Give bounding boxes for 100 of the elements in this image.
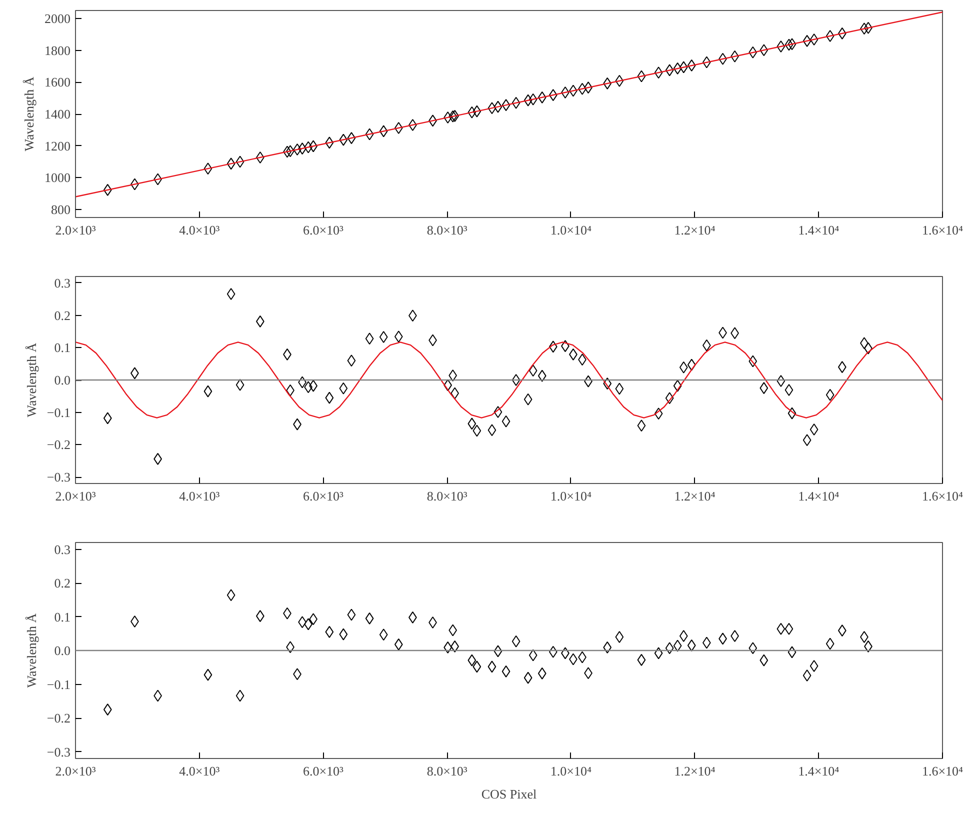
point xyxy=(538,667,546,680)
point xyxy=(548,89,558,102)
point xyxy=(524,94,532,106)
point xyxy=(502,99,510,112)
point xyxy=(365,128,374,140)
point xyxy=(637,654,646,666)
x-tick-label: 1.4×10⁴ xyxy=(798,764,840,778)
point xyxy=(802,434,812,446)
point xyxy=(512,96,520,109)
point xyxy=(502,665,510,678)
point xyxy=(679,61,688,74)
point xyxy=(665,64,674,76)
point xyxy=(665,642,674,654)
point xyxy=(679,361,688,374)
x-tick-label: 1.2×10⁴ xyxy=(674,764,716,778)
point xyxy=(379,125,388,138)
x-tick-label: 1.6×10⁴ xyxy=(922,764,964,778)
x-tick-label: 1.0×10⁴ xyxy=(550,488,592,504)
point xyxy=(524,393,532,406)
point xyxy=(615,631,624,643)
point xyxy=(760,654,768,666)
point xyxy=(748,46,758,58)
point xyxy=(615,382,624,395)
point xyxy=(325,136,334,149)
point xyxy=(494,100,502,113)
point xyxy=(654,408,663,420)
point xyxy=(760,44,768,56)
point xyxy=(347,132,356,144)
point xyxy=(784,622,794,635)
y-tick-label: 0.2 xyxy=(54,576,70,590)
y-tick-label: −0.1 xyxy=(46,404,71,420)
point xyxy=(548,646,558,658)
x-tick-label: 4.0×10³ xyxy=(179,488,220,504)
y-tick-label: 1000 xyxy=(44,170,70,186)
point xyxy=(802,34,812,47)
x-tick-label: 2.0×10³ xyxy=(55,764,96,778)
y-tick-label: 0.0 xyxy=(54,643,70,658)
y-tick-label: 2000 xyxy=(44,10,70,26)
point xyxy=(673,380,682,392)
point xyxy=(784,384,794,396)
y-axis-title: Wavelength Å xyxy=(24,612,39,688)
point xyxy=(528,364,538,377)
y-tick-label: 1400 xyxy=(44,106,70,122)
point xyxy=(226,589,236,602)
x-tick-label: 6.0×10³ xyxy=(302,222,344,238)
point xyxy=(502,415,510,428)
point xyxy=(810,423,818,436)
point xyxy=(603,77,612,90)
point xyxy=(788,407,796,420)
point xyxy=(365,332,374,345)
point xyxy=(788,38,796,50)
point xyxy=(654,647,663,660)
x-tick-label: 1.4×10⁴ xyxy=(798,222,840,238)
x-tick-label: 8.0×10³ xyxy=(426,488,468,504)
y-tick-label: −0.3 xyxy=(46,470,71,485)
x-tick-label: 2.0×10³ xyxy=(55,488,96,504)
point xyxy=(347,608,356,621)
point xyxy=(538,370,546,382)
y-axis-title: Wavelength Å xyxy=(22,76,36,152)
x-axis-title: COS Pixel xyxy=(481,786,538,802)
y-tick-label: −0.3 xyxy=(46,744,71,760)
x-tick-label: 8.0×10³ xyxy=(426,222,468,238)
point xyxy=(468,106,476,118)
point xyxy=(654,66,663,79)
point xyxy=(784,38,794,51)
point xyxy=(347,354,356,367)
point xyxy=(760,382,768,394)
point xyxy=(615,74,624,87)
point xyxy=(687,59,696,72)
y-tick-label: 0.0 xyxy=(54,372,70,388)
point xyxy=(394,330,403,343)
point xyxy=(339,628,348,640)
point xyxy=(776,374,786,387)
x-tick-label: 1.2×10⁴ xyxy=(674,488,716,504)
point xyxy=(103,412,112,424)
point xyxy=(603,378,612,390)
point xyxy=(524,672,532,684)
point xyxy=(236,690,244,702)
point xyxy=(488,424,496,436)
point xyxy=(637,70,646,82)
y-tick-label: −0.2 xyxy=(46,437,71,452)
point xyxy=(603,641,612,654)
point xyxy=(679,630,688,642)
point xyxy=(339,382,348,394)
point xyxy=(548,340,558,353)
point xyxy=(687,639,696,652)
point xyxy=(236,378,244,391)
y-tick-label: 0.3 xyxy=(54,275,70,290)
point xyxy=(748,355,758,368)
point xyxy=(204,668,212,681)
x-tick-label: 4.0×10³ xyxy=(179,764,220,778)
y-tick-label: 1600 xyxy=(44,74,70,90)
point xyxy=(637,420,646,432)
point xyxy=(325,392,334,404)
point xyxy=(468,418,476,430)
point xyxy=(325,626,334,638)
x-tick-label: 1.4×10⁴ xyxy=(798,488,840,504)
x-tick-label: 4.0×10³ xyxy=(179,222,220,238)
y-axis-title: Wavelength Å xyxy=(24,342,39,418)
point xyxy=(826,388,834,401)
